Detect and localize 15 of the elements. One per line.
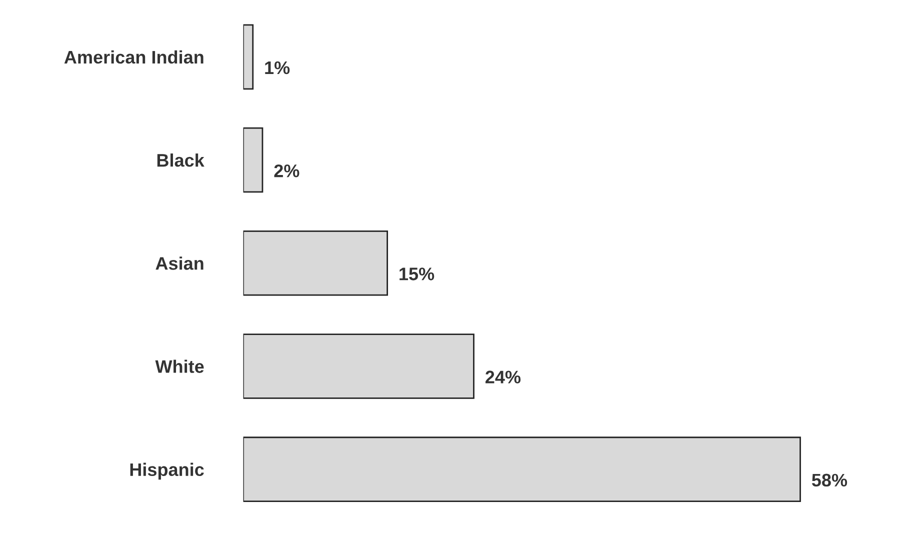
data-label: 15% — [400, 268, 434, 280]
bar — [243, 127, 264, 193]
data-label: 24% — [486, 370, 521, 384]
y-tick-label: White — [155, 360, 204, 373]
bar — [243, 334, 474, 399]
data-label: 58% — [812, 474, 848, 487]
bar — [243, 230, 388, 296]
y-tick-label: Asian — [156, 256, 204, 270]
y-tick-label: Hispanic — [130, 462, 204, 480]
bar — [243, 24, 254, 90]
data-label: 2% — [274, 164, 300, 178]
y-tick-label: American Indian — [64, 50, 204, 64]
y-tick-label: Black — [157, 153, 204, 167]
bar — [243, 436, 801, 502]
data-label: 1% — [265, 61, 290, 74]
